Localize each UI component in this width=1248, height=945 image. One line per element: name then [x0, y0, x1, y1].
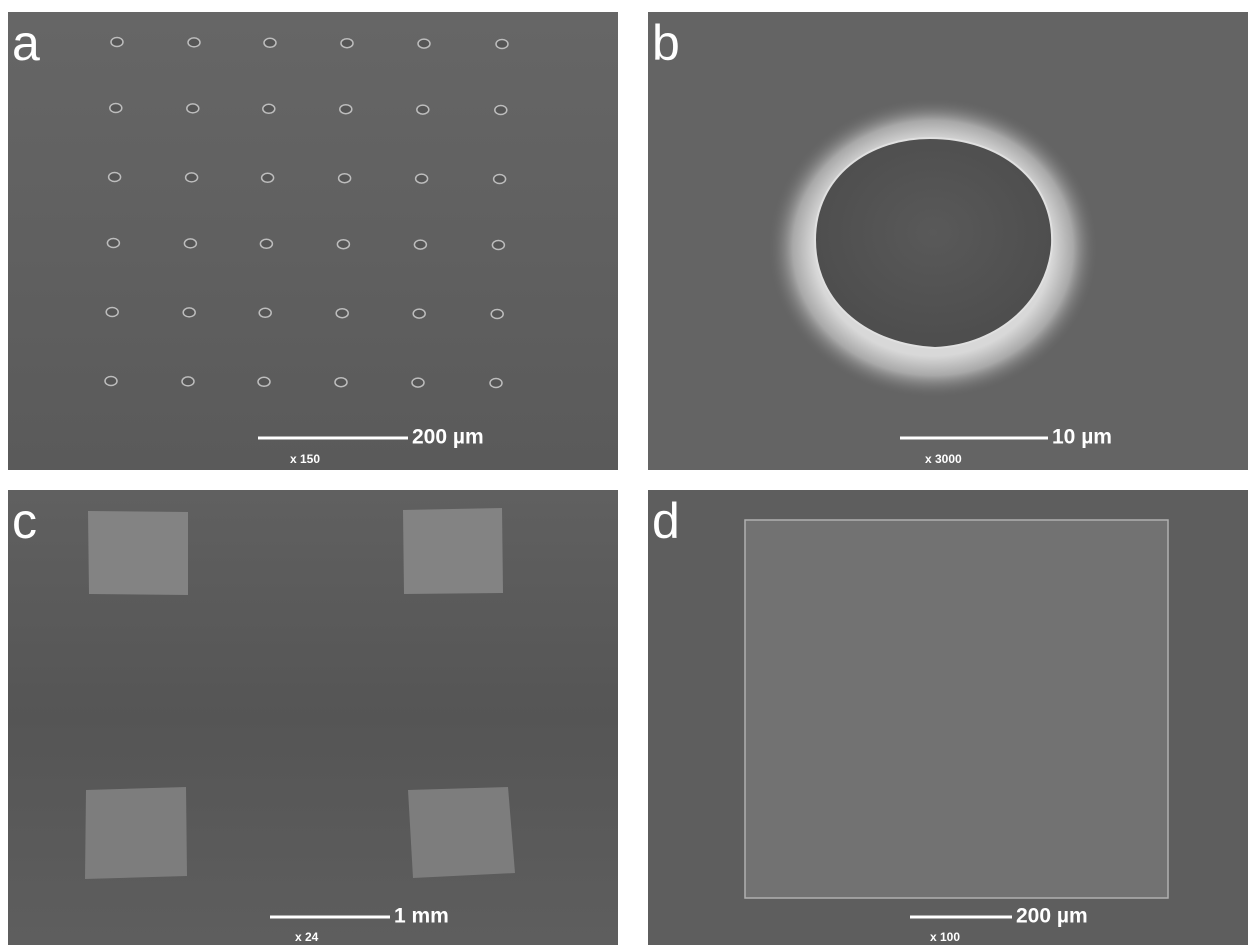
hole [413, 309, 425, 318]
figure: a 200 µm x 150 b 10 µm x 3000 c 1 mm x 2… [0, 0, 1248, 945]
hole [110, 104, 122, 113]
panel-a-image [8, 12, 618, 470]
hole [492, 241, 504, 250]
hole [341, 39, 353, 48]
hole [188, 38, 200, 47]
hole [258, 377, 270, 386]
hole [263, 104, 275, 113]
panel-label: c [12, 493, 37, 549]
hole [264, 38, 276, 47]
pad [85, 787, 187, 879]
hole [494, 175, 506, 184]
hole [418, 39, 430, 48]
hole [416, 174, 428, 183]
magnification: x 24 [295, 930, 319, 944]
hole [186, 173, 198, 182]
hole [111, 38, 123, 47]
hole [490, 379, 502, 388]
hole [340, 105, 352, 114]
hole [259, 308, 271, 317]
hole [183, 308, 195, 317]
pad [88, 511, 188, 595]
hole [417, 105, 429, 114]
hole [412, 378, 424, 387]
magnification: x 150 [290, 452, 320, 466]
scale-text: 200 µm [412, 426, 484, 449]
panel-d: d 200 µm x 100 [648, 490, 1248, 945]
magnification: x 100 [930, 930, 960, 944]
hole [335, 378, 347, 387]
hole [182, 377, 194, 386]
hole [491, 310, 503, 319]
hole [105, 377, 117, 386]
hole [496, 40, 508, 49]
panel-label: b [652, 15, 680, 71]
hole [184, 239, 196, 248]
panel-label: d [652, 493, 680, 549]
hole [339, 174, 351, 183]
hole [107, 239, 119, 248]
hole [106, 308, 118, 317]
scale-text: 200 µm [1016, 905, 1088, 928]
pad [403, 508, 503, 594]
hole [337, 240, 349, 249]
hole [414, 240, 426, 249]
scale-text: 10 µm [1052, 426, 1112, 449]
panel-c: c 1 mm x 24 [8, 490, 618, 945]
hole [260, 239, 272, 248]
hole [109, 173, 121, 182]
hole [262, 173, 274, 182]
pad [745, 520, 1168, 898]
magnification: x 3000 [925, 452, 962, 466]
hole [815, 138, 1052, 348]
hole [495, 106, 507, 115]
pad [408, 787, 515, 878]
scale-text: 1 mm [394, 905, 449, 928]
panel-label: a [12, 15, 40, 71]
panel-b: b 10 µm x 3000 [648, 12, 1248, 470]
hole [187, 104, 199, 113]
panel-a: a 200 µm x 150 [8, 12, 618, 470]
hole [336, 309, 348, 318]
